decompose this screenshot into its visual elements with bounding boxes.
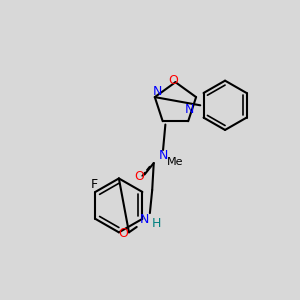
Text: N: N: [153, 85, 162, 98]
Text: O: O: [168, 74, 178, 87]
Text: N: N: [140, 213, 149, 226]
Text: H: H: [152, 217, 161, 230]
Text: O: O: [118, 227, 128, 240]
Text: N: N: [159, 149, 169, 162]
Text: F: F: [91, 178, 98, 191]
Text: O: O: [134, 170, 144, 183]
Text: Me: Me: [167, 157, 184, 166]
Text: N: N: [185, 103, 194, 116]
